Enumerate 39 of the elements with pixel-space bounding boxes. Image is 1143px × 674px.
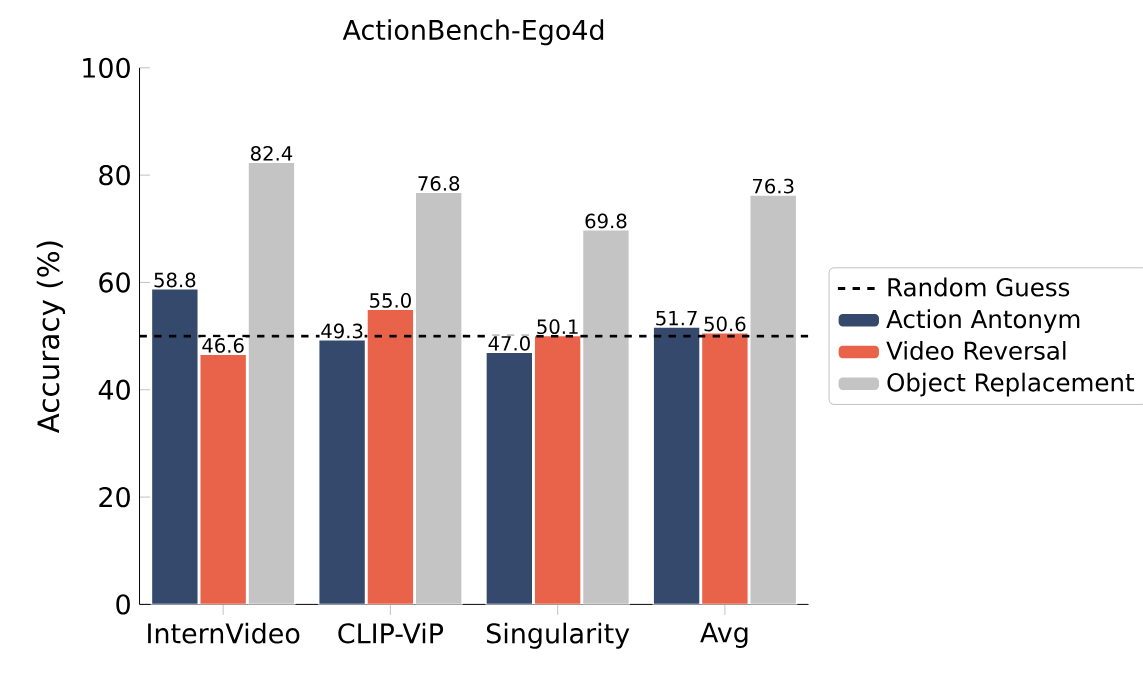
y-tick-label: 40	[98, 379, 130, 400]
legend-label: Random Guess	[888, 277, 1070, 297]
legend-label: Video Reversal	[886, 340, 1066, 360]
legend-label: Object Replacement	[887, 372, 1134, 397]
legend-label: Action Antonym	[886, 309, 1080, 333]
bar	[581, 229, 631, 605]
data-label: 82.4	[250, 145, 293, 161]
bar	[652, 326, 701, 605]
bar	[366, 308, 415, 605]
data-label: 49.3	[321, 323, 363, 339]
y-tick-label: 0	[116, 594, 130, 615]
data-label: 51.7	[656, 310, 697, 326]
data-label: 55.0	[370, 292, 411, 308]
data-label: 69.8	[585, 213, 627, 229]
data-label: 47.0	[488, 335, 530, 351]
y-tick-label: 60	[99, 272, 130, 293]
bar	[485, 351, 534, 605]
y-axis-title: Accuracy (%)	[36, 241, 66, 434]
bar	[749, 194, 798, 605]
data-label: 50.6	[704, 316, 746, 332]
data-label: 76.8	[418, 175, 460, 191]
x-tick-label: CLIP-ViP	[338, 622, 444, 644]
data-label: 46.6	[202, 338, 244, 353]
y-tick-label: 100	[83, 57, 130, 78]
chart-title: ActionBench-Ego4d	[342, 19, 604, 46]
data-label: 76.3	[752, 178, 794, 194]
x-tick-label: Singularity	[486, 622, 630, 649]
data-label: 50.1	[537, 319, 578, 335]
data-label: 58.8	[154, 272, 196, 288]
y-tick-label: 20	[99, 486, 130, 508]
x-tick-label: Avg	[700, 622, 748, 648]
bar	[247, 161, 296, 605]
bar	[533, 334, 582, 605]
x-tick-label: InternVideo	[148, 622, 300, 644]
y-tick-label: 80	[99, 164, 130, 186]
bar	[199, 353, 248, 605]
bar	[414, 191, 463, 605]
bar	[700, 332, 750, 605]
bar	[150, 288, 200, 605]
